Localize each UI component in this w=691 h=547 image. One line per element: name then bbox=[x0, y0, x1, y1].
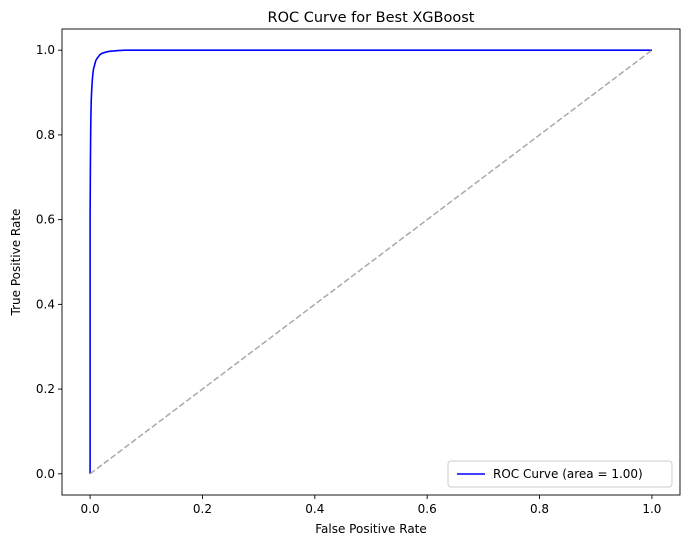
x-tick-label: 0.6 bbox=[418, 502, 437, 516]
y-tick-label: 0.8 bbox=[36, 128, 55, 142]
chart-title: ROC Curve for Best XGBoost bbox=[268, 10, 475, 26]
plot-area: 0.0 0.2 0.4 0.6 0.8 1.0 0.0 0.2 0.4 0.6 0.8 1.0 bbox=[36, 28, 681, 516]
plot-frame bbox=[61, 28, 681, 496]
x-tick-label: 0.4 bbox=[305, 502, 324, 516]
roc-curve-line bbox=[89, 49, 652, 474]
legend: ROC Curve (area = 1.00) bbox=[447, 460, 673, 488]
legend-box bbox=[447, 460, 673, 488]
diagonal-reference-line bbox=[89, 49, 653, 475]
x-tick-label: 1.0 bbox=[642, 502, 661, 516]
x-tick-label: 0.2 bbox=[193, 502, 212, 516]
x-axis-label: False Positive Rate bbox=[315, 522, 427, 536]
x-tick-label: 0.8 bbox=[530, 502, 549, 516]
legend-label: ROC Curve (area = 1.00) bbox=[493, 467, 643, 481]
y-axis-label: True Positive Rate bbox=[9, 209, 23, 317]
y-tick-label: 0.6 bbox=[36, 213, 55, 227]
y-tick-label: 1.0 bbox=[36, 43, 55, 57]
y-tick-label: 0.0 bbox=[36, 467, 55, 481]
y-tick-label: 0.2 bbox=[36, 382, 55, 396]
x-tick-label: 0.0 bbox=[81, 502, 100, 516]
y-tick-label: 0.4 bbox=[36, 297, 55, 311]
